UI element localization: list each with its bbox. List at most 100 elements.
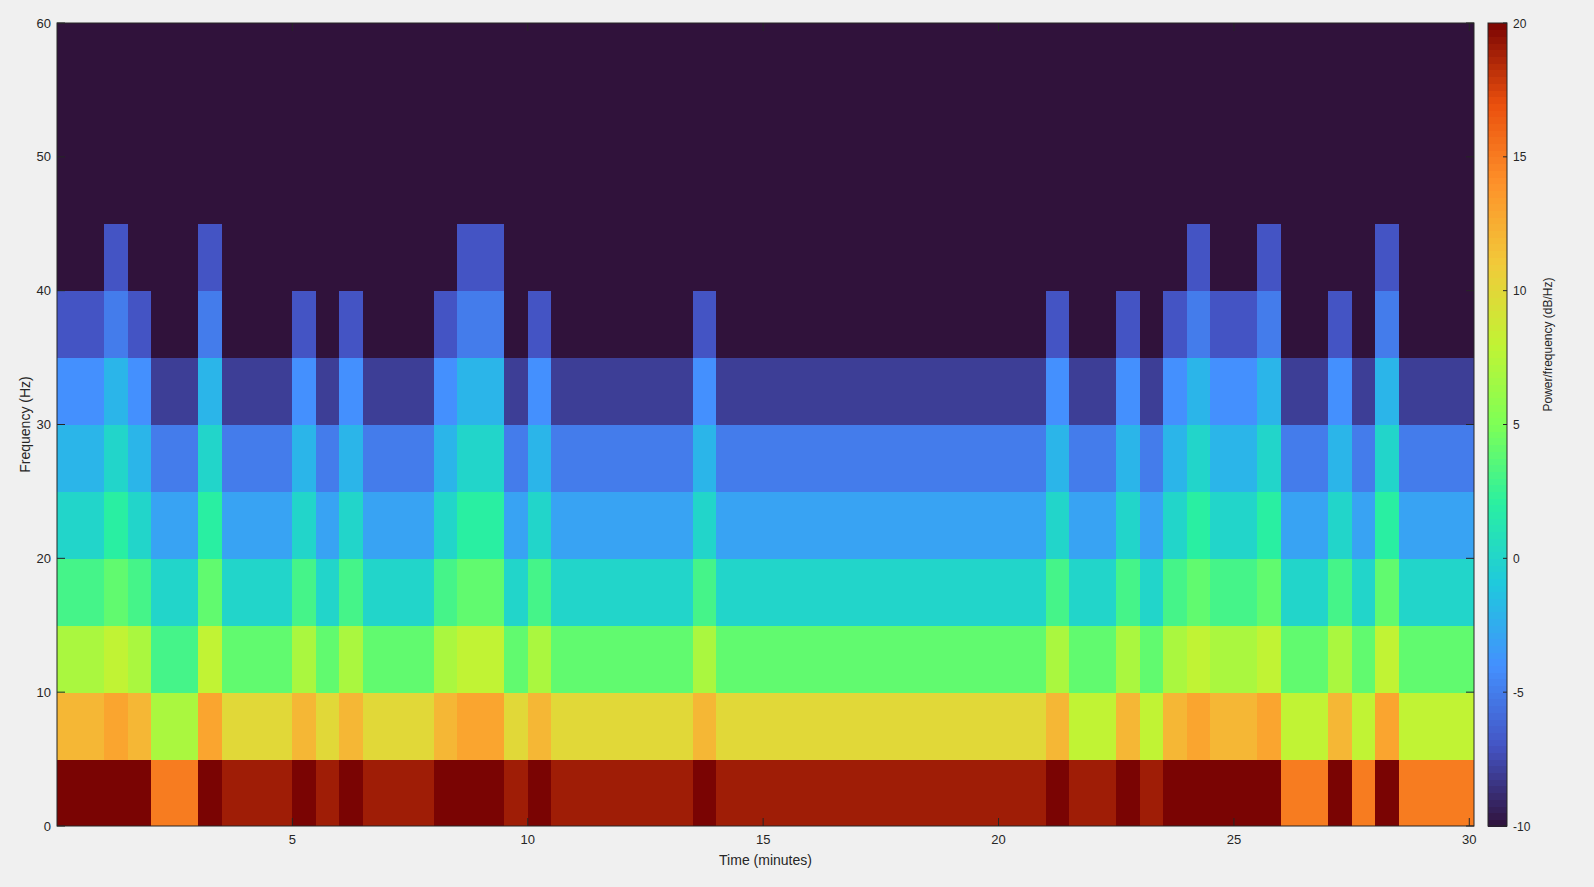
y-tick [57, 23, 65, 24]
y-tick-label: 20 [37, 551, 51, 566]
x-tick-label: 30 [1462, 832, 1476, 847]
cell [363, 491, 387, 559]
colorbar-step [1488, 351, 1507, 358]
colorbar-step [1488, 304, 1507, 311]
cell [57, 358, 81, 426]
cell [81, 224, 105, 292]
cell [1352, 224, 1376, 292]
y-tick [57, 156, 65, 157]
colorbar-step [1488, 806, 1507, 813]
cell [1257, 491, 1281, 559]
cell [810, 692, 834, 760]
cell [269, 224, 293, 292]
cell [669, 759, 693, 826]
cell [222, 692, 246, 760]
cell [1305, 157, 1329, 225]
cell [834, 491, 858, 559]
cell [1375, 759, 1399, 826]
cell [1328, 291, 1352, 359]
cell [787, 23, 811, 91]
cell [669, 157, 693, 225]
cell [810, 759, 834, 826]
cell [693, 157, 717, 225]
cell [551, 157, 575, 225]
colorbar-step [1488, 511, 1507, 518]
cell [999, 23, 1023, 91]
cell [1399, 224, 1423, 292]
cell [104, 692, 128, 760]
cell [528, 358, 552, 426]
cell [104, 759, 128, 826]
cell [575, 358, 599, 426]
cell [1187, 558, 1211, 626]
cell [669, 358, 693, 426]
cell [198, 759, 222, 826]
colorbar-step [1488, 150, 1507, 157]
cell [928, 692, 952, 760]
cell [1093, 759, 1117, 826]
cell [1069, 491, 1093, 559]
cell [1093, 157, 1117, 225]
cell [1093, 90, 1117, 158]
cell [245, 157, 269, 225]
cell [834, 692, 858, 760]
cell [1187, 224, 1211, 292]
cell [787, 692, 811, 760]
cell [1187, 358, 1211, 426]
cell [1399, 23, 1423, 91]
cell [1234, 90, 1258, 158]
cell [740, 358, 764, 426]
cell [951, 692, 975, 760]
x-tick [998, 23, 999, 31]
cell [1046, 692, 1070, 760]
cell [457, 90, 481, 158]
cell [1046, 558, 1070, 626]
cell [575, 157, 599, 225]
cell [1069, 90, 1093, 158]
colorbar-step [1488, 425, 1507, 432]
x-tick-label: 15 [756, 832, 770, 847]
cell [928, 759, 952, 826]
cell [410, 224, 434, 292]
cell [975, 692, 999, 760]
cell [339, 90, 363, 158]
cell [787, 425, 811, 493]
cell [222, 157, 246, 225]
colorbar-step [1488, 719, 1507, 726]
cell [363, 157, 387, 225]
colorbar-step [1488, 70, 1507, 77]
cell [128, 291, 152, 359]
cell [1422, 358, 1446, 426]
cell [410, 157, 434, 225]
cell [1234, 625, 1258, 693]
cell [434, 291, 458, 359]
cell [1305, 625, 1329, 693]
cell [669, 90, 693, 158]
cell [928, 425, 952, 493]
cell [434, 625, 458, 693]
cell [1328, 157, 1352, 225]
colorbar-step [1488, 130, 1507, 137]
cell [740, 157, 764, 225]
cell [1422, 224, 1446, 292]
cell [999, 90, 1023, 158]
cell [1210, 90, 1234, 158]
cell [857, 425, 881, 493]
cell [763, 90, 787, 158]
cell [245, 358, 269, 426]
cell [857, 157, 881, 225]
cell [1375, 224, 1399, 292]
cell [904, 358, 928, 426]
cell [457, 625, 481, 693]
cell [222, 491, 246, 559]
cell [1210, 491, 1234, 559]
cell [740, 90, 764, 158]
colorbar-step [1488, 592, 1507, 599]
colorbar-step [1488, 612, 1507, 619]
cell [999, 224, 1023, 292]
cell [481, 558, 505, 626]
cell [104, 23, 128, 91]
cell [787, 491, 811, 559]
colorbar-tick-label: -5 [1513, 686, 1524, 700]
x-tick [527, 23, 528, 31]
